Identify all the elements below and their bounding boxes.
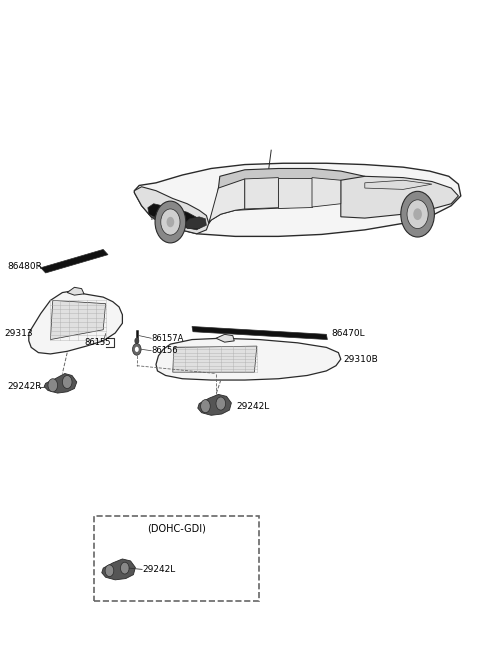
Text: 29313: 29313: [5, 328, 34, 338]
Text: 86155: 86155: [84, 338, 110, 347]
Polygon shape: [102, 559, 135, 580]
Circle shape: [62, 375, 72, 389]
Polygon shape: [209, 168, 372, 223]
Text: 29242L: 29242L: [142, 565, 175, 574]
Circle shape: [105, 565, 114, 577]
Polygon shape: [185, 217, 206, 229]
Circle shape: [155, 201, 186, 243]
Circle shape: [167, 217, 174, 227]
Polygon shape: [173, 346, 257, 372]
Polygon shape: [341, 176, 458, 218]
Polygon shape: [198, 394, 231, 415]
Text: 86470L: 86470L: [331, 328, 365, 338]
Polygon shape: [278, 178, 312, 208]
Text: 29310B: 29310B: [343, 355, 378, 364]
Polygon shape: [67, 287, 84, 295]
Polygon shape: [134, 187, 209, 234]
Circle shape: [413, 208, 422, 220]
Polygon shape: [50, 300, 106, 340]
Polygon shape: [148, 204, 204, 230]
Polygon shape: [245, 178, 278, 209]
Polygon shape: [44, 374, 77, 393]
Polygon shape: [365, 180, 432, 189]
Polygon shape: [192, 326, 327, 340]
Text: (DOHC-GDI): (DOHC-GDI): [147, 524, 206, 534]
Circle shape: [407, 200, 428, 229]
Text: 86480R: 86480R: [7, 262, 42, 271]
Text: 86157A: 86157A: [151, 334, 183, 343]
Circle shape: [120, 562, 129, 574]
Text: 29242L: 29242L: [236, 402, 269, 411]
Circle shape: [135, 347, 139, 352]
Circle shape: [216, 397, 226, 410]
Polygon shape: [134, 163, 461, 236]
Circle shape: [401, 191, 434, 237]
FancyBboxPatch shape: [94, 516, 259, 601]
Polygon shape: [29, 291, 122, 354]
Polygon shape: [216, 334, 234, 342]
Circle shape: [161, 209, 180, 235]
Polygon shape: [41, 249, 108, 273]
Text: 29242R: 29242R: [7, 382, 42, 391]
Circle shape: [134, 338, 139, 344]
Circle shape: [132, 343, 141, 355]
Polygon shape: [209, 179, 245, 223]
Polygon shape: [312, 178, 341, 207]
Text: H: H: [151, 216, 155, 221]
Polygon shape: [156, 338, 341, 380]
Text: 86156: 86156: [151, 346, 178, 355]
Circle shape: [48, 379, 58, 392]
Circle shape: [201, 400, 210, 413]
